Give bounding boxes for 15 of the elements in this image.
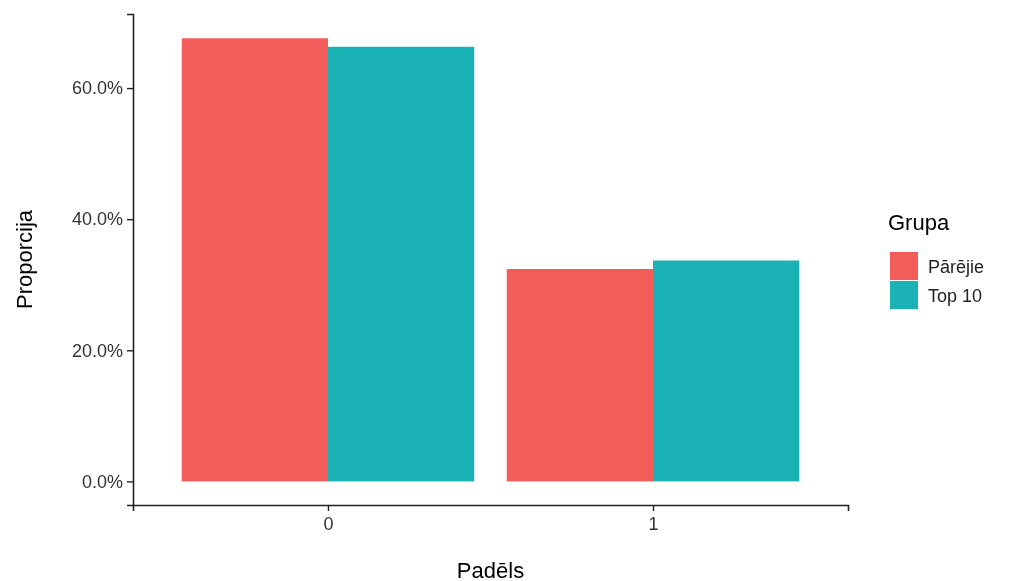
y-axis-title: Proporcija [12,209,37,310]
bar [181,38,328,482]
x-tick-label: 1 [648,513,659,534]
x-tick-label: 0 [323,513,334,534]
y-tick-label: 40.0% [71,209,123,230]
bar [653,260,800,482]
bar [328,46,475,482]
y-tick-label: 60.0% [71,78,123,99]
x-axis-title: Padēls [456,558,525,581]
legend-title: Grupa [888,210,950,235]
bar [506,269,653,482]
legend-label: Top 10 [928,286,983,306]
y-tick-label: 0.0% [81,471,123,492]
y-tick-label: 20.0% [71,340,123,361]
legend-label: Pārējie [928,257,985,277]
